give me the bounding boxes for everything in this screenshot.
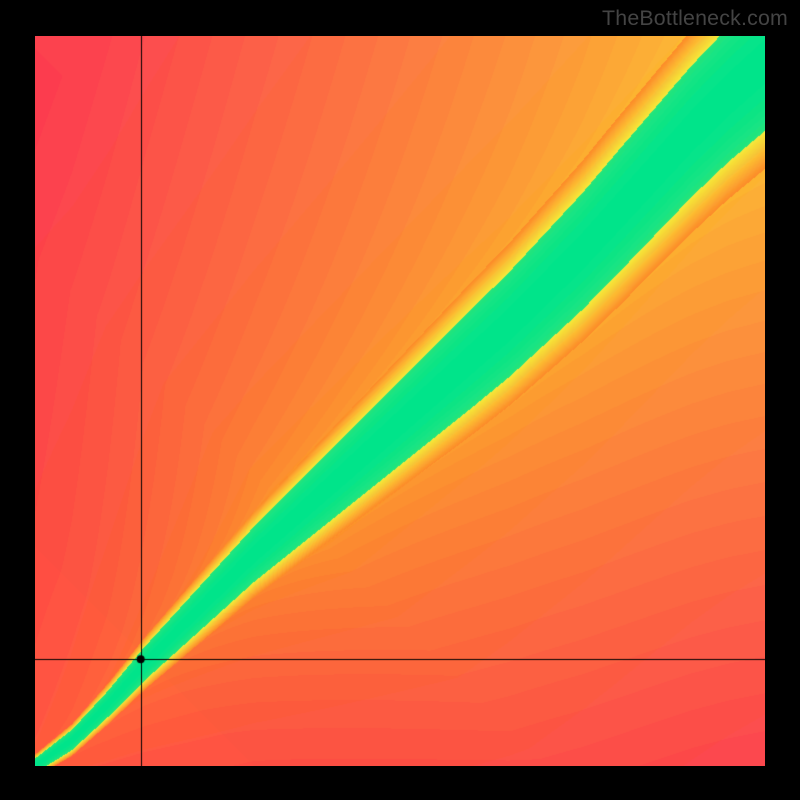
figure-container: TheBottleneck.com (0, 0, 800, 800)
heatmap-plot (35, 36, 765, 766)
watermark-text: TheBottleneck.com (602, 6, 788, 31)
heatmap-canvas (35, 36, 765, 766)
